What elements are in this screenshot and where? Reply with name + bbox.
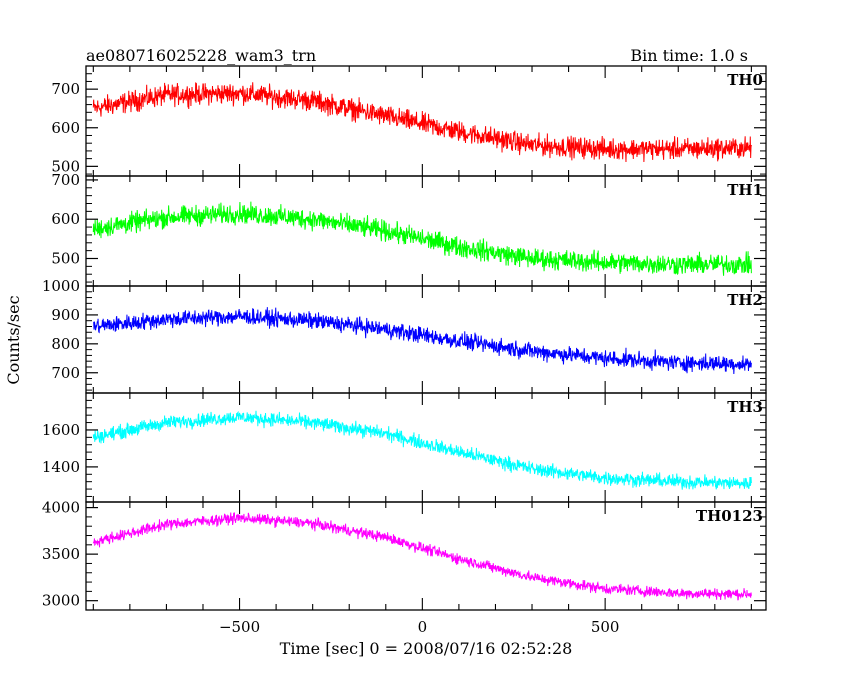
panel-label: TH3 [727,398,763,416]
bin-time-label: Bin time: 1.0 s [630,46,748,65]
y-tick-label: 1400 [42,458,80,476]
y-tick-label: 700 [51,364,80,382]
series-line-th1 [92,201,752,276]
series-line-th3 [92,410,752,490]
x-axis-label: Time [sec] 0 = 2008/07/16 02:52:28 [280,639,573,658]
series-line-th0 [92,82,752,163]
y-tick-label: 3000 [42,592,80,610]
y-tick-label: 600 [51,119,80,137]
panel-frame [85,501,767,611]
x-tick-label: 500 [591,618,620,636]
y-axis-label: Counts/sec [4,295,23,384]
panel-th3: 1400 1600 TH3 [42,392,767,503]
y-tick-label: 500 [51,250,80,268]
panel-th2: 700 800 900 1000 TH2 [42,277,767,394]
y-tick-label: 900 [51,306,80,324]
panel-label: TH0123 [696,507,763,525]
x-tick-label: −500 [219,618,260,636]
panel-label: TH1 [727,181,763,199]
panel-label: TH2 [727,291,763,309]
y-tick-label: 4000 [42,499,80,517]
chart-title: ae080716025228_wam3_trn [86,46,316,65]
x-tick-label: 0 [418,618,428,636]
y-tick-label: 800 [51,335,80,353]
y-tick-label: 700 [51,80,80,98]
y-tick-label: 1600 [42,421,80,439]
y-tick-label: 1000 [42,277,80,295]
series-line-th2 [93,307,752,375]
panels-group: 500 600 700 TH0 500 600 700 TH1 700 800 900 1000 TH2… [42,65,767,636]
panel-label: TH0 [727,71,763,89]
y-tick-label: 500 [51,157,80,175]
panel-frame [85,285,767,394]
panel-th0: 500 600 700 TH0 [51,65,767,177]
panel-th1: 500 600 700 TH1 [51,171,767,287]
y-tick-label: 700 [51,171,80,189]
series-line-th0123 [92,512,752,601]
panel-th0123: 3000 3500 4000 TH0123 [42,499,767,611]
y-tick-label: 3500 [42,545,80,563]
y-tick-label: 600 [51,210,80,228]
